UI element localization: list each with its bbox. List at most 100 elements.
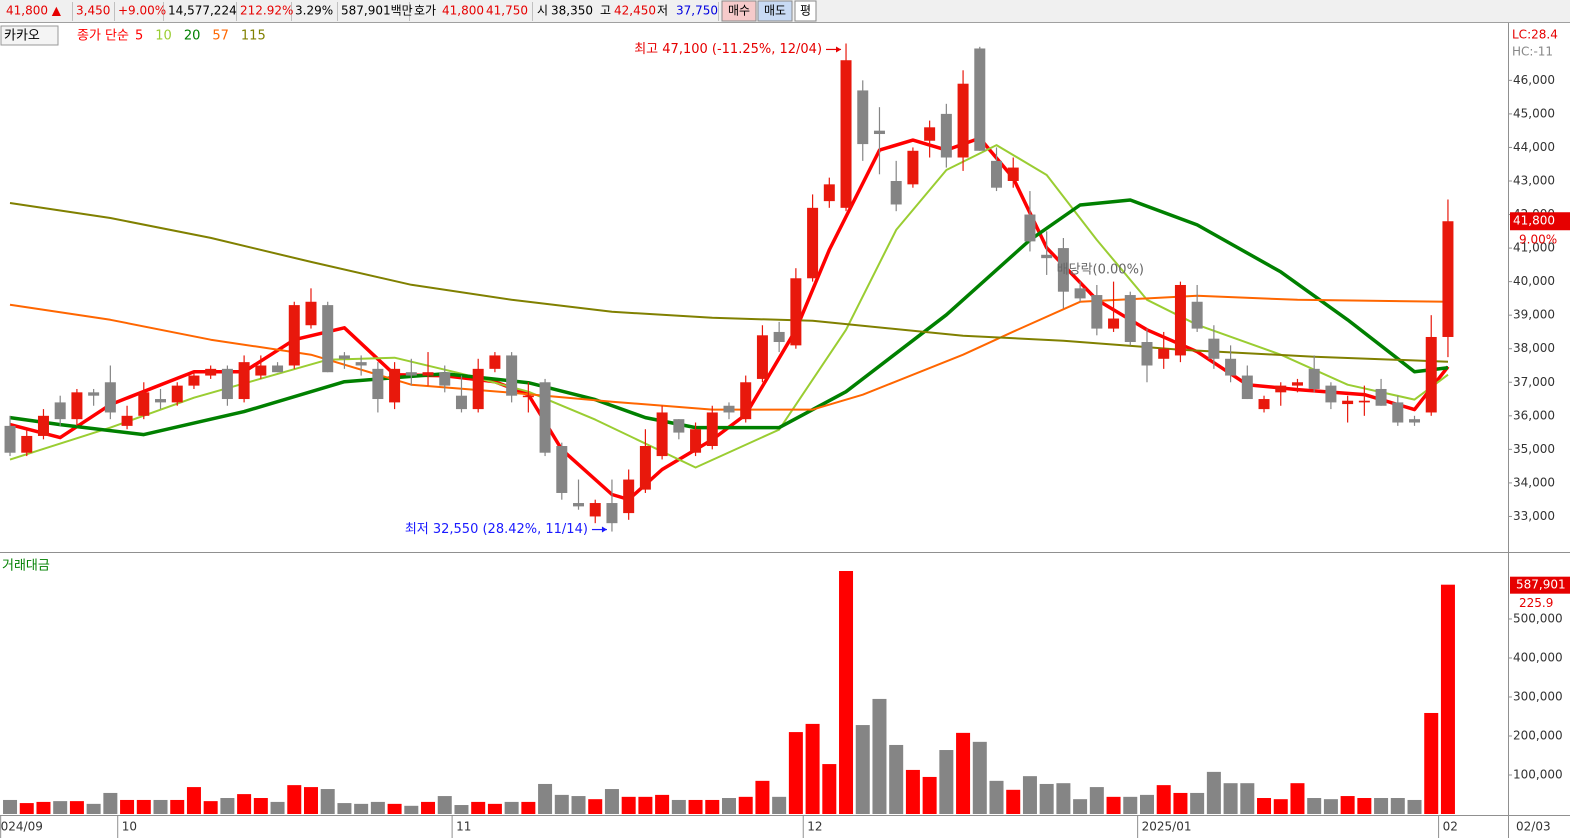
- candle-body: [539, 382, 551, 453]
- candle-body: [1308, 368, 1320, 389]
- y-tick-label: 500,000: [1513, 611, 1563, 625]
- volume-bar: [404, 805, 419, 814]
- candle-body: [1358, 400, 1370, 403]
- button-bg[interactable]: [721, 0, 757, 22]
- ticker-value: 시: [537, 4, 548, 18]
- volume-bar: [203, 801, 218, 814]
- button[interactable]: 매도: [764, 4, 786, 18]
- volume-bar: [53, 801, 68, 814]
- candle-body: [1091, 295, 1103, 329]
- candle-body: [1442, 221, 1454, 337]
- candle-body: [71, 392, 83, 420]
- ticker-value: 212.92%: [240, 4, 293, 18]
- candle-body: [1191, 301, 1203, 329]
- candle-body: [756, 335, 768, 379]
- button-bg[interactable]: [794, 0, 817, 22]
- candle-body: [255, 365, 267, 376]
- volume-bar: [1089, 787, 1104, 814]
- moving-average-line: [9, 202, 1449, 363]
- y-tick-label: 46,000: [1513, 73, 1555, 87]
- ticker-value: 3,450: [76, 4, 110, 18]
- volume-bar: [153, 799, 168, 814]
- volume-bar: [1022, 776, 1037, 814]
- volume-bar: [287, 785, 302, 814]
- candle-body: [1325, 385, 1337, 403]
- volume-bar: [86, 803, 101, 814]
- candle-body: [1392, 402, 1404, 423]
- candle-body: [1258, 399, 1270, 410]
- legend-entry[interactable]: 57: [212, 29, 229, 44]
- y-tick-label: 44,000: [1513, 140, 1555, 154]
- volume-bar: [621, 796, 636, 814]
- candle-body: [138, 392, 150, 416]
- button[interactable]: 평: [800, 4, 811, 18]
- candle-body: [1291, 382, 1303, 386]
- volume-bar: [939, 750, 954, 814]
- candle-body: [1074, 288, 1086, 299]
- y-tick-label: 43,000: [1513, 173, 1555, 187]
- candle-body: [338, 355, 350, 359]
- volume-bar: [270, 801, 285, 814]
- candle-body: [422, 372, 434, 376]
- candle-body: [37, 415, 49, 436]
- x-tick-label: 10: [122, 820, 137, 834]
- volume-bar: [705, 799, 720, 814]
- volume-bar: [136, 799, 151, 814]
- legend-entry[interactable]: 10: [155, 29, 172, 44]
- volume-bar: [1056, 783, 1071, 814]
- volume-bar: [1223, 783, 1238, 814]
- last-change: 9.00%: [1519, 233, 1557, 247]
- volume-bar: [905, 769, 920, 814]
- candle-body: [890, 180, 902, 205]
- last-price: 41,800: [1513, 214, 1555, 228]
- volume-bar: [738, 796, 753, 814]
- candle-body: [188, 375, 200, 386]
- volume-bar: [19, 803, 34, 814]
- candle-body: [773, 331, 785, 343]
- volume-bar: [721, 798, 736, 814]
- legend-entry[interactable]: 5: [135, 29, 143, 44]
- candle-body: [489, 355, 501, 369]
- candle-body: [991, 160, 1003, 188]
- candle-body: [238, 362, 250, 400]
- volume-bar: [454, 805, 469, 814]
- candle-body: [1275, 385, 1287, 393]
- stock-name-box[interactable]: [0, 25, 59, 46]
- volume-bar: [788, 732, 803, 814]
- candle-body: [857, 90, 869, 145]
- volume-bar: [571, 796, 586, 814]
- legend-entry[interactable]: 115: [241, 29, 266, 44]
- candle-body: [1158, 348, 1170, 359]
- y-tick-label: 35,000: [1513, 442, 1555, 456]
- candle-body: [823, 184, 835, 202]
- candle-body: [54, 402, 66, 420]
- x-tick-label: 12: [807, 820, 822, 834]
- volume-bar: [922, 776, 937, 814]
- volume-bar: [671, 799, 686, 814]
- y-tick-label: 37,000: [1513, 375, 1555, 389]
- button[interactable]: 매수: [728, 4, 750, 18]
- volume-bar: [354, 803, 369, 814]
- ticker-value: 41,800: [442, 4, 484, 18]
- candle-body: [873, 130, 885, 135]
- candle-body: [840, 60, 852, 208]
- candle-body: [1124, 295, 1136, 343]
- volume-bar: [655, 794, 670, 814]
- volume-bar: [320, 789, 335, 814]
- annotation-arrowhead: [601, 526, 607, 533]
- y-tick-label: 36,000: [1513, 408, 1555, 422]
- last-date: 02/03: [1516, 820, 1551, 834]
- legend-entry[interactable]: 20: [184, 29, 201, 44]
- candle-body: [740, 382, 752, 420]
- volume-bar: [487, 803, 502, 814]
- last-volume: 587,901: [1516, 578, 1566, 592]
- candle-body: [1342, 400, 1354, 405]
- volume-bar: [120, 799, 135, 814]
- candle-body: [355, 362, 367, 366]
- volume-bar: [638, 796, 653, 814]
- volume-bar: [1407, 799, 1422, 814]
- stock-name[interactable]: 카카오: [4, 29, 40, 44]
- x-tick-label: 2024/09: [0, 820, 43, 834]
- button-bg[interactable]: [757, 0, 793, 22]
